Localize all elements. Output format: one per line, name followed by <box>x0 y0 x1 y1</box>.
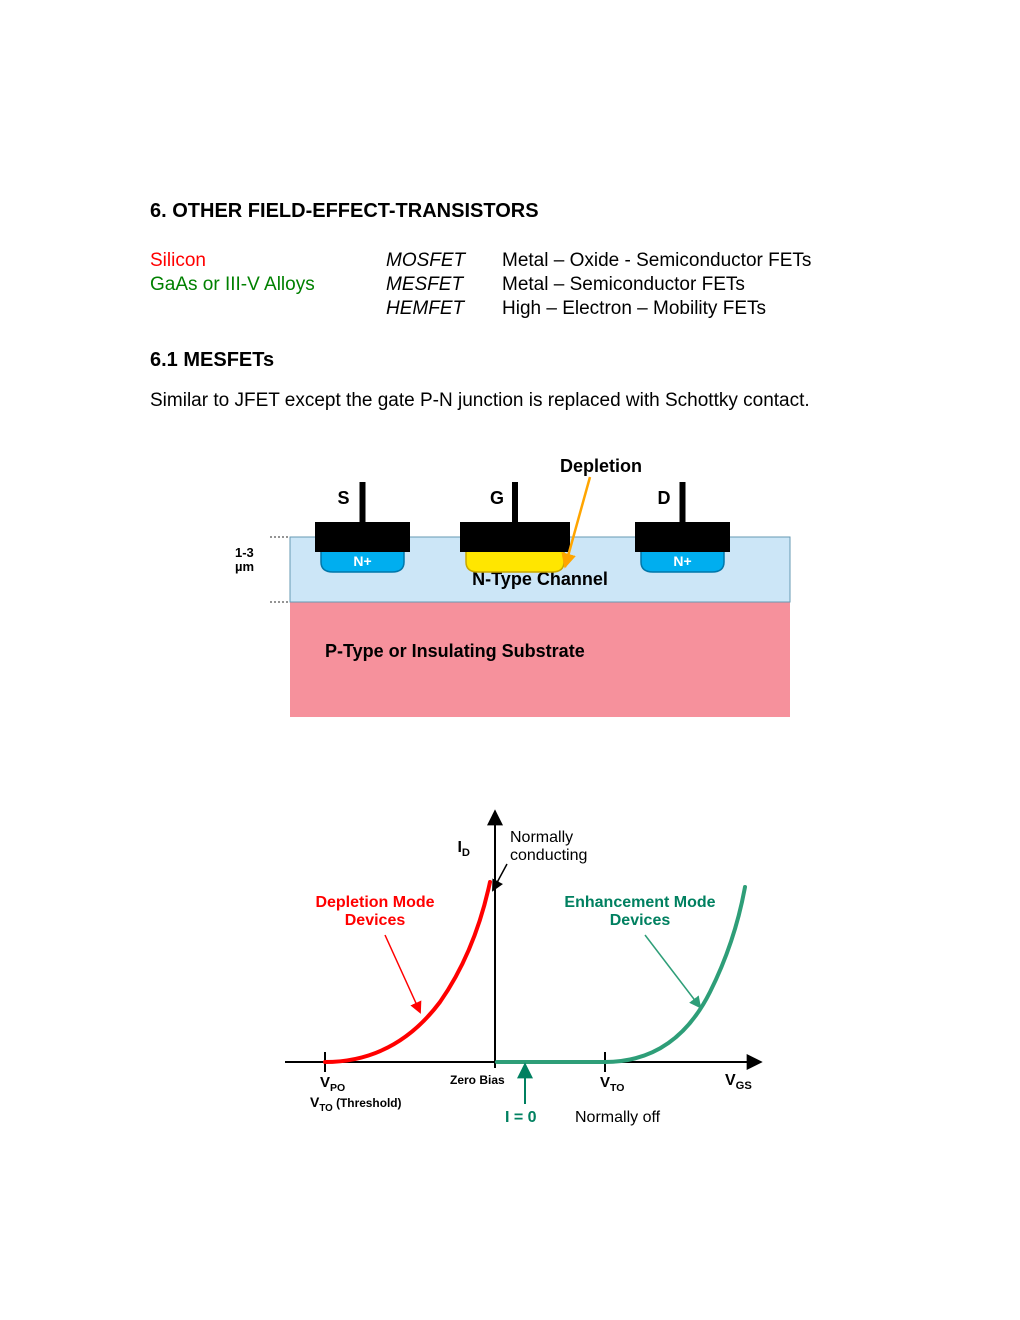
svg-text:Normally: Normally <box>510 829 573 846</box>
svg-text:S: S <box>338 488 350 508</box>
svg-text:1-3: 1-3 <box>235 545 254 560</box>
fet-abbr: MESFET <box>386 273 502 297</box>
svg-text:VPO: VPO <box>320 1074 345 1094</box>
svg-text:Normally off: Normally off <box>575 1109 661 1126</box>
page: 6. OTHER FIELD-EFFECT-TRANSISTORS Silico… <box>0 0 1020 1320</box>
svg-text:ID: ID <box>457 839 470 859</box>
fet-row: GaAs or III-V AlloysMESFETMetal – Semico… <box>150 273 878 297</box>
svg-text:VTO: VTO <box>600 1074 624 1094</box>
section-heading: 6.1 MESFETs <box>150 349 880 372</box>
page-title: 6. OTHER FIELD-EFFECT-TRANSISTORS <box>150 200 880 223</box>
svg-text:N+: N+ <box>673 553 691 569</box>
fet-name: Metal – Semiconductor FETs <box>502 273 878 297</box>
intro-text: Similar to JFET except the gate P-N junc… <box>150 390 880 412</box>
svg-text:conducting: conducting <box>510 847 587 864</box>
svg-text:Enhancement Mode: Enhancement Mode <box>564 894 715 911</box>
svg-text:µm: µm <box>235 559 254 574</box>
fet-name: High – Electron – Mobility FETs <box>502 297 878 321</box>
svg-text:VGS: VGS <box>725 1072 752 1092</box>
mesfet-svg: P-Type or Insulating SubstrateN-Type Cha… <box>235 452 795 737</box>
fet-row: HEMFETHigh – Electron – Mobility FETs <box>150 297 878 321</box>
svg-text:I = 0: I = 0 <box>505 1109 537 1126</box>
svg-text:G: G <box>490 488 504 508</box>
fet-name: Metal – Oxide - Semiconductor FETs <box>502 249 878 273</box>
mesfet-diagram: P-Type or Insulating SubstrateN-Type Cha… <box>150 452 880 737</box>
fet-table: SiliconMOSFETMetal – Oxide - Semiconduct… <box>150 249 878 321</box>
fet-row: SiliconMOSFETMetal – Oxide - Semiconduct… <box>150 249 878 273</box>
svg-text:N+: N+ <box>353 553 371 569</box>
svg-text:Zero Bias: Zero Bias <box>450 1073 505 1087</box>
fet-material: Silicon <box>150 249 386 273</box>
iv-svg: ID VGS VPO VTO VTO (Threshold) Zero Bias Deple… <box>255 792 775 1142</box>
svg-text:VTO (Threshold): VTO (Threshold) <box>310 1094 402 1114</box>
svg-text:Depletion: Depletion <box>560 456 642 476</box>
svg-text:D: D <box>658 488 671 508</box>
svg-text:Devices: Devices <box>345 912 406 929</box>
fet-abbr: HEMFET <box>386 297 502 321</box>
fet-material <box>150 297 386 321</box>
svg-text:Depletion Mode: Depletion Mode <box>315 894 434 911</box>
iv-chart: ID VGS VPO VTO VTO (Threshold) Zero Bias Deple… <box>150 792 880 1142</box>
svg-text:P-Type or Insulating Substrate: P-Type or Insulating Substrate <box>325 641 585 661</box>
svg-text:Devices: Devices <box>610 912 671 929</box>
fet-material: GaAs or III-V Alloys <box>150 273 386 297</box>
fet-abbr: MOSFET <box>386 249 502 273</box>
